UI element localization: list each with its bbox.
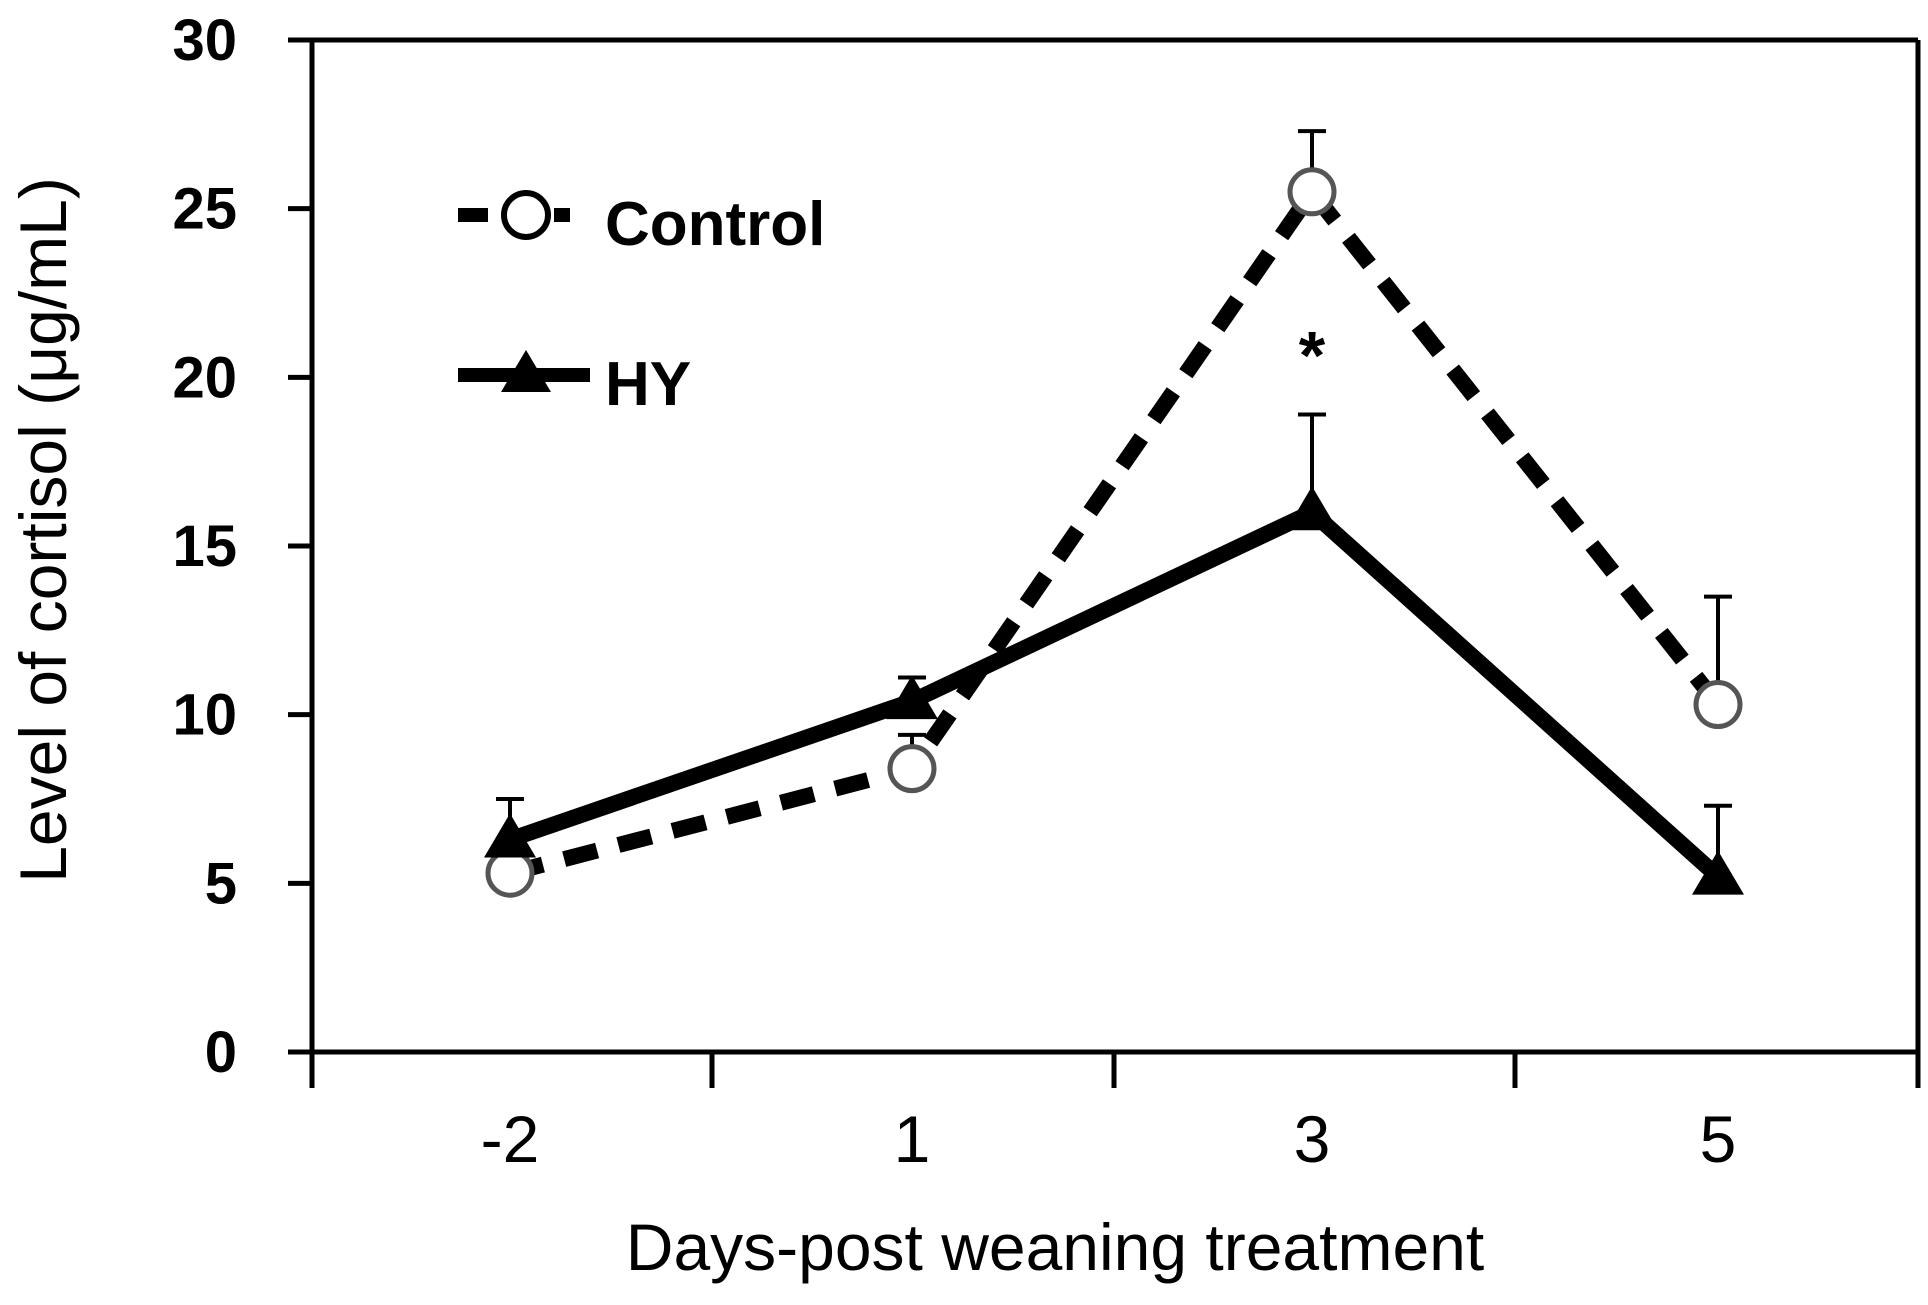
data-point-hy bbox=[886, 675, 938, 720]
data-point-control bbox=[887, 744, 937, 794]
significance-annotation: * bbox=[1299, 317, 1326, 393]
data-point-hy bbox=[1692, 850, 1744, 895]
x-tick-label: 3 bbox=[1294, 1102, 1331, 1176]
x-tick-label: 5 bbox=[1700, 1102, 1737, 1176]
legend-hy-label: HY bbox=[605, 350, 691, 419]
data-point-hy bbox=[1286, 486, 1338, 531]
data-point-control bbox=[1693, 680, 1743, 730]
legend-hy-marker bbox=[501, 350, 551, 392]
series-line-hy bbox=[507, 504, 1724, 883]
y-tick-label: 30 bbox=[172, 8, 237, 73]
y-tick-label: 15 bbox=[172, 514, 237, 579]
y-tick-label: 0 bbox=[205, 1020, 237, 1085]
data-point-control bbox=[1287, 167, 1337, 217]
y-tick-label: 10 bbox=[172, 683, 237, 748]
y-tick-label: 5 bbox=[205, 851, 237, 916]
legend-control-label: Control bbox=[605, 190, 825, 259]
x-tick-labels: -2 1 3 5 bbox=[481, 1102, 1737, 1176]
axes bbox=[288, 37, 1921, 1088]
x-axis-label: Days-post weaning treatment bbox=[626, 1210, 1484, 1284]
legend: Control HY bbox=[458, 190, 825, 419]
x-tick-label: 1 bbox=[894, 1102, 931, 1176]
data-point-control bbox=[485, 848, 535, 898]
legend-item-control: Control bbox=[458, 190, 825, 259]
y-tick-labels: 0 5 10 15 20 25 30 bbox=[172, 8, 237, 1085]
series-layer: * bbox=[484, 129, 1744, 898]
y-tick-label: 20 bbox=[172, 345, 237, 410]
legend-item-hy: HY bbox=[458, 350, 691, 419]
data-point-hy bbox=[484, 813, 536, 858]
x-tick-label: -2 bbox=[481, 1102, 540, 1176]
y-axis-label: Level of cortisol (μg/mL) bbox=[6, 177, 80, 883]
legend-control-marker bbox=[501, 190, 551, 240]
y-tick-label: 25 bbox=[172, 177, 237, 242]
